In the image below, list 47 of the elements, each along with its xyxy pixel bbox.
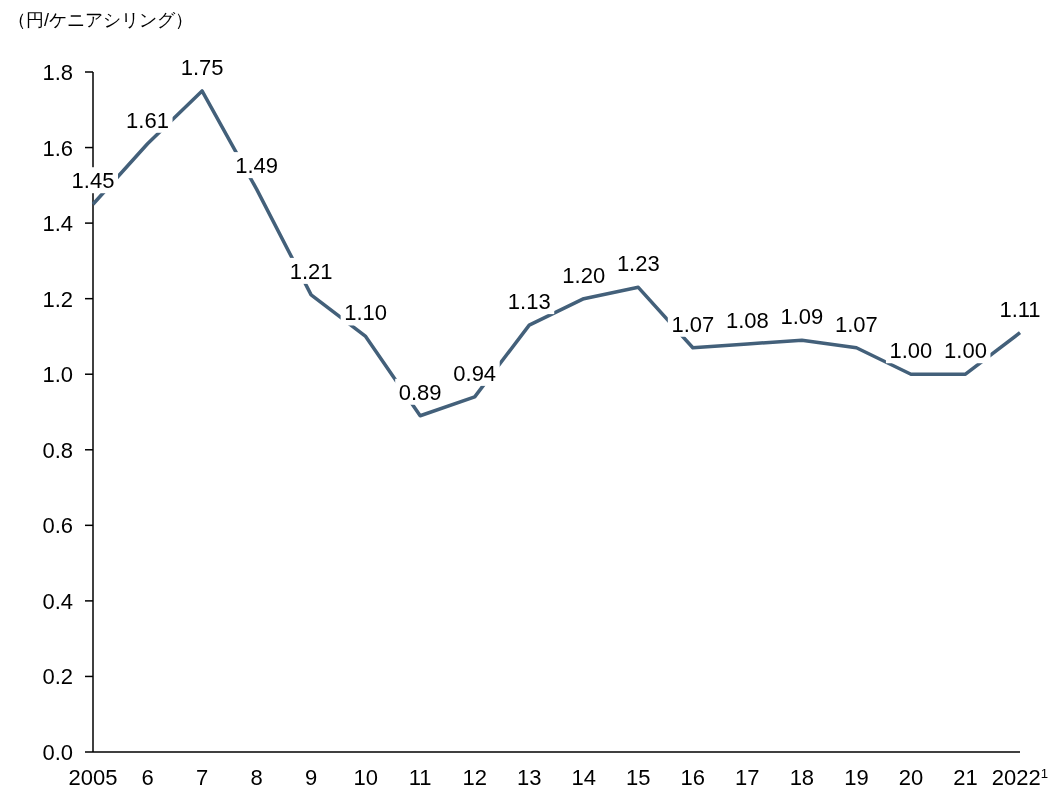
xtick: 9 bbox=[305, 765, 318, 790]
ylabel: （円/ケニアシリング） bbox=[8, 10, 193, 30]
data-label: 1.00 bbox=[944, 338, 987, 364]
xtick: 8 bbox=[250, 765, 263, 790]
data-label: 1.49 bbox=[235, 153, 278, 179]
data-label: 1.45 bbox=[71, 168, 115, 194]
ytick: 1.6 bbox=[42, 135, 73, 161]
ytick: 1.0 bbox=[42, 362, 73, 388]
ytick: 0.0 bbox=[42, 740, 73, 765]
data-label: 1.07 bbox=[671, 311, 715, 337]
xtick: 14 bbox=[571, 765, 596, 790]
data-label: 1.20 bbox=[562, 262, 606, 288]
xtick: 2005 bbox=[68, 765, 118, 790]
data-label: 0.89 bbox=[398, 379, 442, 405]
ytick: 0.8 bbox=[42, 437, 73, 463]
xtick: 20 bbox=[898, 765, 924, 790]
xtick: 11 bbox=[408, 765, 432, 790]
data-label: 1.75 bbox=[180, 54, 224, 80]
ytick: 1.4 bbox=[42, 211, 73, 237]
data-label: 0.94 bbox=[453, 360, 497, 386]
ytick: 1.8 bbox=[42, 60, 73, 85]
xtick: 15 bbox=[626, 765, 651, 790]
xtick: 21 bbox=[953, 765, 978, 790]
data-label: 1.11 bbox=[999, 296, 1041, 322]
data-label: 1.13 bbox=[507, 289, 551, 315]
data-label: 1.61 bbox=[126, 107, 169, 133]
xtick: 10 bbox=[353, 765, 378, 790]
xtick: 18 bbox=[789, 765, 815, 790]
xtick: 6 bbox=[141, 765, 154, 790]
ytick: 0.4 bbox=[42, 588, 73, 614]
ytick: 0.2 bbox=[42, 664, 73, 690]
data-label: 1.21 bbox=[289, 258, 333, 284]
data-label: 1.23 bbox=[616, 251, 660, 277]
data-label: 1.07 bbox=[835, 311, 878, 337]
xtick: 19 bbox=[844, 765, 869, 790]
xtick: 2022$^{1}$ bbox=[991, 765, 1049, 790]
xtick: 16 bbox=[680, 765, 706, 790]
data-label: 1.00 bbox=[889, 338, 933, 364]
ytick: 1.2 bbox=[42, 286, 73, 312]
xtick: 12 bbox=[462, 765, 487, 790]
data-label: 1.09 bbox=[780, 304, 824, 330]
data-label: 1.10 bbox=[344, 300, 388, 326]
ytick: 0.6 bbox=[42, 513, 73, 539]
xtick: 13 bbox=[517, 765, 542, 790]
data-label: 1.08 bbox=[725, 308, 769, 333]
xtick: 17 bbox=[735, 765, 760, 790]
xtick: 7 bbox=[195, 765, 209, 790]
